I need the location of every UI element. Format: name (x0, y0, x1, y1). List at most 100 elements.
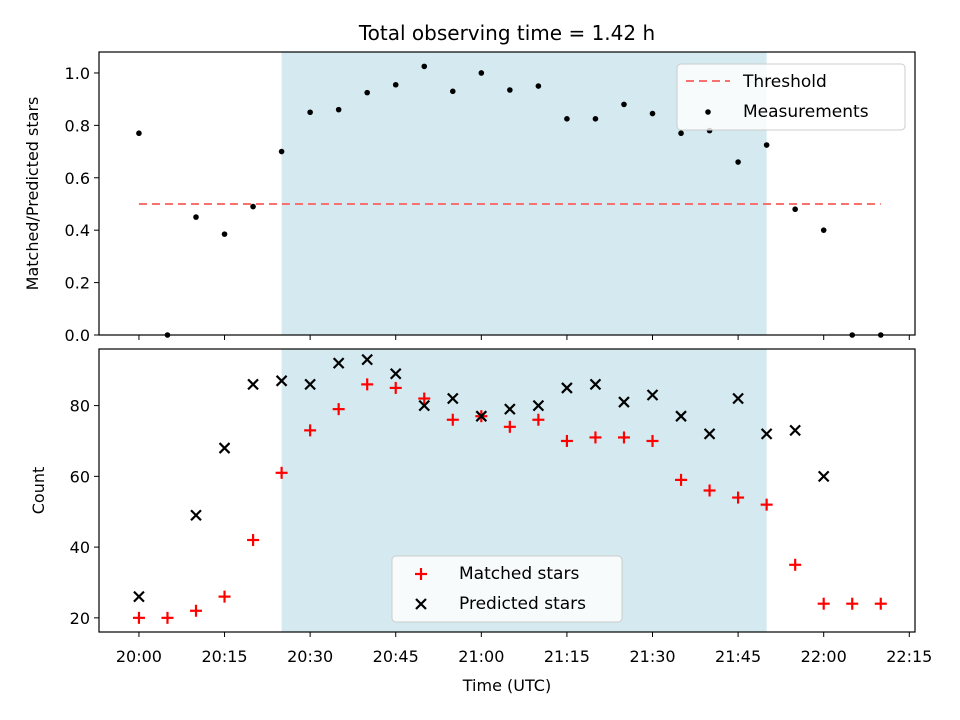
predicted-star-point (218, 442, 231, 454)
bottom-legend-box (391, 555, 623, 623)
top-y-tick-label: 0.4 (65, 221, 90, 240)
measurement-point (193, 214, 199, 220)
measurement-point (136, 130, 142, 137)
matched-star-point (703, 484, 716, 497)
predicted-star-point (475, 410, 488, 422)
bottom-y-tick-label: 40 (70, 538, 90, 557)
top-plot-frame (98, 51, 916, 336)
predicted-star-point (332, 357, 345, 369)
matched-star-point (332, 403, 345, 416)
predicted-star-point (532, 399, 545, 412)
top-legend: Threshold Measurements (676, 63, 906, 131)
matched-star-point (789, 558, 802, 571)
measurement-point (507, 87, 513, 93)
measurement-point (335, 106, 342, 113)
matched-star-point (617, 431, 630, 444)
bottom-x-tick-label: 20:00 (116, 647, 162, 666)
predicted-star-point (732, 392, 744, 405)
predicted-star-point (646, 389, 659, 401)
legend-measurements-swatch (705, 109, 711, 115)
measurement-point (592, 116, 599, 122)
matched-star-point (874, 597, 887, 610)
matched-star-point (532, 413, 545, 426)
legend-matched-label: Matched stars (459, 564, 579, 584)
predicted-star-point (304, 378, 316, 391)
matched-star-point (646, 434, 659, 447)
legend-measurements-label: Measurements (743, 102, 869, 122)
matched-star-point (846, 597, 859, 610)
predicted-star-point (190, 509, 202, 522)
matched-star-point (503, 420, 516, 433)
measurement-point (250, 203, 256, 210)
bottom-x-tick-label: 21:45 (715, 647, 761, 666)
bottom-x-tick-label: 20:15 (201, 647, 247, 666)
predicted-star-point (504, 403, 516, 415)
bottom-x-tick-label: 22:00 (801, 647, 847, 666)
predicted-star-point (703, 428, 716, 440)
measurement-point (735, 159, 741, 165)
top-y-axis-label: Matched/Predicted stars (23, 97, 42, 291)
matched-star-point (275, 466, 288, 479)
predicted-star-point (247, 378, 259, 391)
matched-star-point (361, 378, 374, 391)
predicted-star-point (561, 382, 573, 394)
predicted-star-point (589, 378, 602, 391)
bottom-plot-frame (98, 348, 916, 633)
matched-star-point (190, 604, 203, 617)
x-axis-label: Time (UTC) (462, 676, 551, 695)
matched-star-point (589, 431, 602, 444)
bottom-legend: Matched stars Predicted stars (391, 555, 623, 623)
bottom-x-tick-label: 21:00 (458, 647, 504, 666)
measurement-point (307, 109, 313, 116)
measurement-point (649, 110, 656, 117)
matched-star-point (817, 597, 830, 610)
predicted-star-point (618, 396, 630, 408)
matched-star-point (560, 434, 573, 447)
measurement-point (421, 63, 428, 70)
legend-predicted-swatch (415, 598, 427, 610)
measurement-point (278, 148, 285, 155)
matched-star-point (161, 611, 174, 624)
bottom-x-tick-label: 22:15 (886, 647, 932, 666)
bottom-x-axis: 20:00 20:15 20:30 20:45 21:00 21:15 21:30 21:45… (116, 632, 932, 666)
predicted-star-point (447, 392, 459, 405)
measurement-point (364, 89, 370, 96)
predicted-star-point (418, 399, 431, 412)
bottom-x-tick-label: 21:15 (544, 647, 590, 666)
matched-star-point (304, 424, 317, 437)
matched-star-point (389, 381, 402, 394)
top-y-tick-label: 0.6 (65, 169, 90, 188)
measurement-point (678, 130, 684, 137)
measurement-point (221, 231, 228, 237)
legend-predicted-label: Predicted stars (459, 594, 586, 614)
bottom-x-tick-label: 20:30 (287, 647, 333, 666)
measurement-point (449, 88, 456, 95)
matched-star-point (132, 611, 145, 624)
bottom-y-tick-label: 20 (70, 609, 90, 628)
top-x-ticks (138, 335, 910, 340)
predicted-star-point (817, 470, 830, 483)
top-y-axis: 0.0 0.2 0.4 0.6 0.8 1.0 (65, 64, 99, 345)
measurement-point (564, 116, 570, 122)
matched-star-point (732, 491, 745, 504)
measurement-point (392, 81, 399, 88)
legend-matched-swatch (415, 568, 427, 580)
chart-title: Total observing time = 1.42 h (358, 21, 655, 45)
matched-star-point (760, 498, 773, 511)
top-y-tick-label: 0.0 (65, 326, 90, 345)
bottom-y-tick-label: 60 (70, 467, 90, 486)
predicted-star-point (361, 353, 373, 366)
predicted-star-point (389, 367, 402, 380)
matched-star-point (675, 473, 688, 486)
measurement-point (478, 70, 485, 76)
predicted-star-point (133, 590, 145, 603)
top-legend-box (676, 63, 906, 131)
top-y-tick-label: 1.0 (65, 64, 90, 83)
measurement-point (763, 142, 770, 148)
bottom-x-tick-label: 21:30 (629, 647, 675, 666)
count-points (132, 353, 887, 624)
matched-star-point (218, 590, 231, 603)
measurement-point (820, 227, 827, 233)
bottom-y-axis-label: Count (29, 467, 48, 515)
